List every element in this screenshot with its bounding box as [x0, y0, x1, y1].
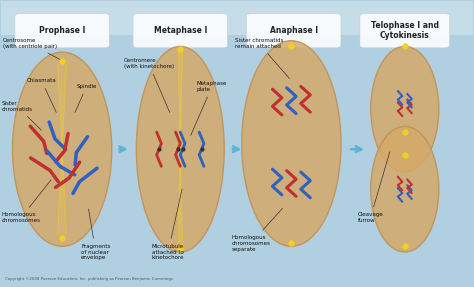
Text: Copyright ©2008 Pearson Education, Inc. publishing as Pearson Benjamin Cummings: Copyright ©2008 Pearson Education, Inc. … [5, 277, 173, 281]
Ellipse shape [12, 52, 112, 246]
Ellipse shape [371, 126, 439, 252]
Text: Sister chromatids
remain attached: Sister chromatids remain attached [235, 38, 290, 79]
Text: Spindle: Spindle [75, 84, 97, 113]
Text: Metaphase
plate: Metaphase plate [191, 81, 227, 135]
Text: Metaphase I: Metaphase I [154, 26, 207, 35]
FancyBboxPatch shape [15, 13, 109, 48]
Text: Cleavage
furrow: Cleavage furrow [357, 152, 390, 223]
Text: Prophase I: Prophase I [39, 26, 85, 35]
Text: Fragments
of nuclear
envelope: Fragments of nuclear envelope [81, 209, 110, 260]
FancyBboxPatch shape [246, 13, 341, 48]
Text: Homologous
chromosomes
separate: Homologous chromosomes separate [231, 208, 283, 252]
Text: Centrosome
(with centriole pair): Centrosome (with centriole pair) [3, 38, 60, 59]
Ellipse shape [137, 46, 224, 252]
FancyBboxPatch shape [0, 1, 474, 35]
Ellipse shape [371, 46, 439, 172]
Text: Microtubule
attached to
kinetochore: Microtubule attached to kinetochore [152, 189, 184, 260]
FancyBboxPatch shape [360, 13, 450, 48]
Text: Chiasmata: Chiasmata [27, 78, 56, 113]
Ellipse shape [242, 41, 341, 246]
Text: Sister
chromatids: Sister chromatids [1, 101, 41, 130]
FancyBboxPatch shape [133, 13, 228, 48]
Text: Telophase I and
Cytokinesis: Telophase I and Cytokinesis [371, 21, 439, 40]
Text: Centromere
(with kinetochore): Centromere (with kinetochore) [124, 58, 173, 113]
Text: Homologous
chromosomes: Homologous chromosomes [1, 180, 51, 223]
Text: Anaphase I: Anaphase I [270, 26, 318, 35]
